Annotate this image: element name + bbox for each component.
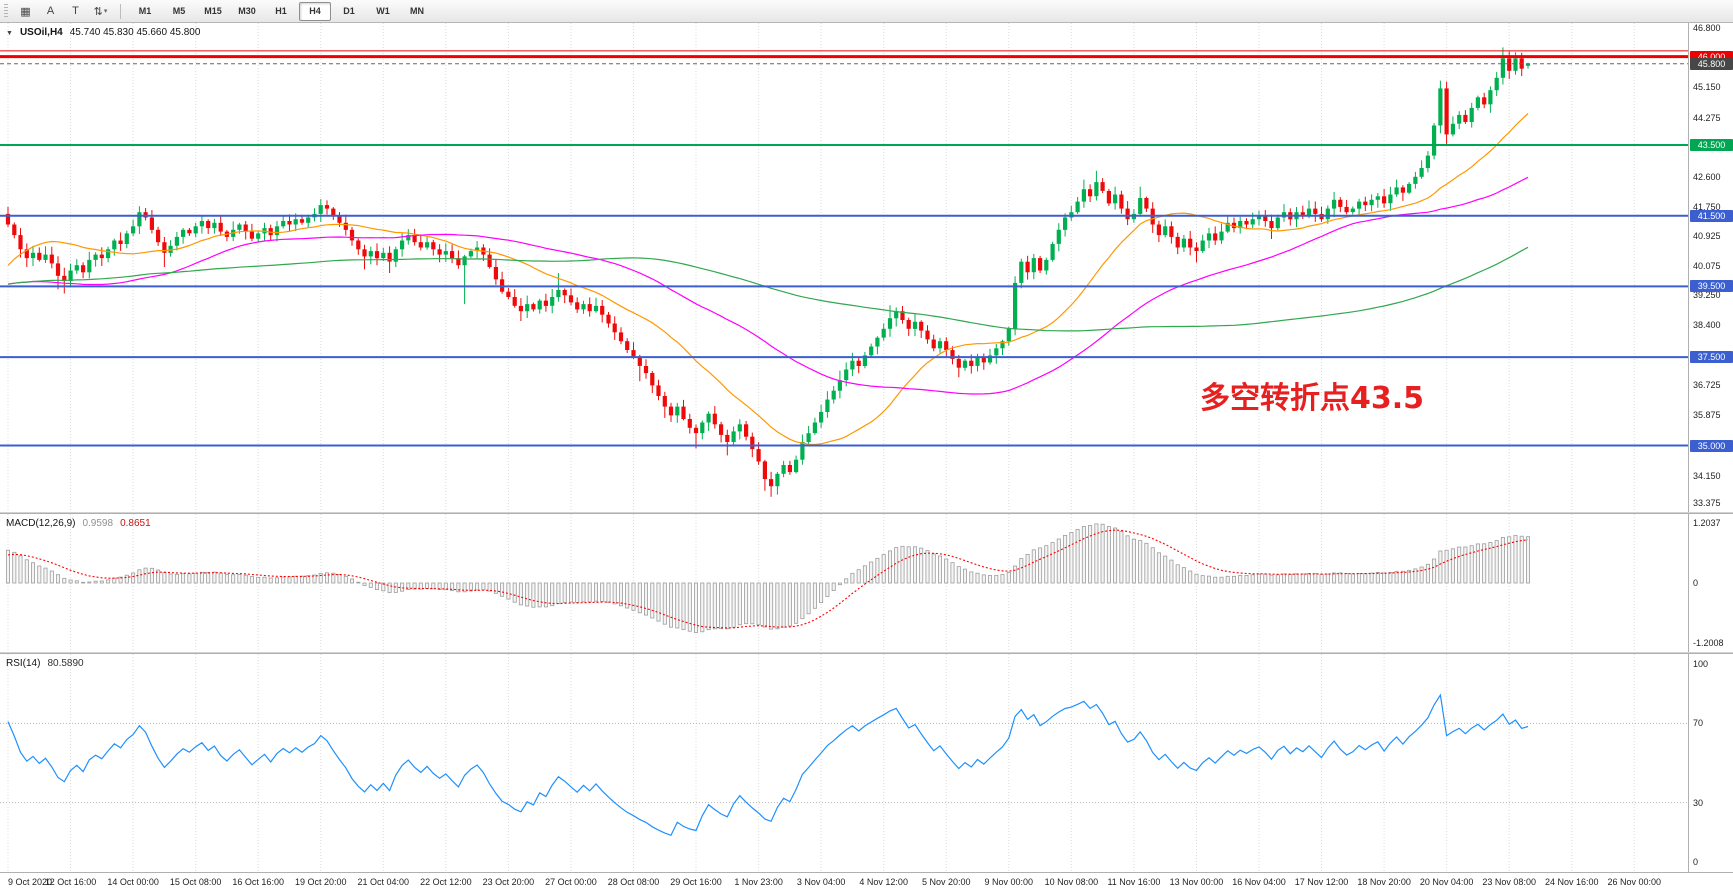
- time-label: 16 Nov 04:00: [1232, 877, 1286, 887]
- time-label: 11 Nov 16:00: [1107, 877, 1161, 887]
- timeframe-m1[interactable]: M1: [138, 6, 152, 16]
- time-label: 19 Oct 20:00: [294, 877, 347, 887]
- timeframe-h1[interactable]: H1: [275, 6, 287, 16]
- axis-label: 100: [1693, 659, 1709, 669]
- time-label: 29 Oct 16:00: [670, 877, 722, 887]
- timeframe-m15[interactable]: M15: [204, 6, 222, 16]
- timeframe-h4[interactable]: H4: [299, 1, 331, 21]
- axis-label: 0: [1693, 578, 1699, 588]
- time-label: 15 Oct 08:00: [169, 877, 222, 887]
- price-chart-canvas[interactable]: [0, 23, 1688, 512]
- price-chart-panel: ▼ USOil,H4 45.740 45.830 45.660 45.800 多…: [0, 23, 1733, 512]
- timeframe-buttons: M1 M5 M15 M30 H1 H4 D1 W1 MN: [128, 1, 434, 21]
- axis-label: 39.250: [1693, 290, 1721, 301]
- time-label: 26 Nov 00:00: [1607, 877, 1662, 887]
- cursor-tool-icon[interactable]: A: [46, 5, 55, 17]
- time-label: 20 Nov 04:00: [1419, 877, 1474, 887]
- axis-label: 36.725: [1693, 379, 1721, 390]
- axis-label: 70: [1693, 718, 1704, 729]
- macd-signal-value: 0.8651: [120, 518, 151, 529]
- rsi-header: RSI(14) 80.5890: [6, 658, 84, 669]
- chart-grid-icon[interactable]: ▦: [20, 5, 31, 18]
- time-label: 24 Nov 16:00: [1544, 877, 1599, 887]
- axis-label: -1.2008: [1693, 637, 1724, 648]
- timeframe-m30[interactable]: M30: [238, 6, 256, 16]
- time-label: 13 Nov 00:00: [1169, 877, 1224, 887]
- macd-header: MACD(12,26,9) 0.9598 0.8651: [6, 518, 151, 529]
- macd-panel: MACD(12,26,9) 0.9598 0.8651 1.2037 0 -1.20…: [0, 514, 1733, 652]
- time-label: 21 Oct 04:00: [357, 877, 410, 887]
- toolbar-grip[interactable]: [4, 4, 8, 18]
- chart-ohlc: 45.740 45.830 45.660 45.800: [69, 27, 201, 38]
- chart-collapse-icon[interactable]: ▼: [6, 30, 13, 37]
- axis-label: 33.375: [1693, 497, 1721, 508]
- axis-label: 34.150: [1693, 470, 1721, 481]
- dropdown-caret-icon: ▾: [103, 8, 108, 15]
- price-axis[interactable]: 46.800 45.150 44.275 42.600 41.750 40.925 40.0…: [1688, 23, 1733, 512]
- axis-label: 46.800: [1693, 23, 1721, 34]
- rsi-value: 80.5890: [47, 658, 84, 669]
- time-label: 4 Nov 12:00: [859, 877, 908, 887]
- rsi-panel: RSI(14) 80.5890 100 70 30 0: [0, 654, 1733, 872]
- time-label: 3 Nov 04:00: [796, 877, 846, 887]
- time-axis[interactable]: 9 Oct 2020 12 Oct 16:00 14 Oct 00:00 15 Oct…: [0, 872, 1733, 893]
- time-label: 9 Oct 2020: [8, 877, 53, 887]
- time-label: 27 Oct 00:00: [545, 877, 597, 887]
- time-label: 17 Nov 12:00: [1294, 877, 1349, 887]
- time-label: 12 Oct 16:00: [44, 877, 97, 887]
- chart-title: USOil,H4: [19, 27, 63, 38]
- price-badge: 39.500: [1690, 280, 1733, 293]
- price-badge: 43.500: [1690, 138, 1733, 151]
- annotation-text: 多空转折点43.5: [1200, 381, 1425, 416]
- rsi-label: RSI(14): [6, 658, 41, 669]
- time-label: 16 Oct 16:00: [232, 877, 284, 887]
- toolbar: ▦ A T ⇅ ▾ M1 M5 M15 M30 H1 H4 D1 W1 MN: [0, 0, 1733, 23]
- axis-label: 1.2037: [1693, 518, 1721, 529]
- toolbar-tools: ▦ A T ⇅ ▾: [13, 1, 113, 21]
- axis-label: 35.875: [1693, 409, 1721, 420]
- time-label: 23 Nov 08:00: [1482, 877, 1536, 887]
- axis-label: 41.750: [1693, 201, 1721, 212]
- time-label: 22 Oct 12:00: [420, 877, 472, 887]
- text-tool-icon[interactable]: T: [72, 5, 79, 17]
- axis-label: 40.925: [1693, 231, 1721, 242]
- chart-header: ▼ USOil,H4 45.740 45.830 45.660 45.800: [6, 27, 200, 38]
- macd-label: MACD(12,26,9): [6, 518, 76, 529]
- axis-label: 38.400: [1693, 320, 1721, 331]
- macd-canvas[interactable]: [0, 514, 1688, 652]
- axis-label: 0: [1693, 857, 1699, 867]
- price-badge: 37.500: [1690, 351, 1733, 364]
- toolbar-separator: [120, 3, 121, 19]
- panel-splitter[interactable]: [0, 652, 1733, 654]
- arrange-tool-icon[interactable]: ⇅ ▾: [93, 5, 108, 18]
- time-label: 18 Nov 20:00: [1357, 877, 1411, 887]
- time-label: 9 Nov 00:00: [984, 877, 1034, 887]
- panel-splitter[interactable]: [0, 512, 1733, 514]
- macd-value: 0.9598: [82, 518, 114, 529]
- time-label: 10 Nov 08:00: [1044, 877, 1099, 887]
- macd-axis[interactable]: 1.2037 0 -1.2008: [1688, 514, 1733, 652]
- axis-label: 45.150: [1693, 81, 1721, 92]
- time-label: 28 Oct 08:00: [607, 877, 660, 887]
- price-badge: 35.000: [1690, 439, 1733, 452]
- timeframe-mn[interactable]: MN: [410, 6, 424, 16]
- time-label: 23 Oct 20:00: [482, 877, 535, 887]
- timeframe-w1[interactable]: W1: [376, 6, 390, 16]
- timeframe-m5[interactable]: M5: [172, 6, 186, 16]
- rsi-axis[interactable]: 100 70 30 0: [1688, 654, 1733, 872]
- price-badge: 41.500: [1690, 209, 1733, 222]
- axis-label: 30: [1693, 797, 1704, 808]
- axis-label: 40.075: [1693, 261, 1721, 272]
- price-badge: 45.800: [1690, 57, 1733, 70]
- time-label: 5 Nov 20:00: [921, 877, 971, 887]
- time-label: 14 Oct 00:00: [107, 877, 159, 887]
- axis-label: 44.275: [1693, 112, 1721, 123]
- time-label: 1 Nov 23:00: [734, 877, 783, 887]
- timeframe-d1[interactable]: D1: [343, 6, 355, 16]
- rsi-canvas[interactable]: [0, 654, 1688, 872]
- axis-label: 42.600: [1693, 171, 1721, 182]
